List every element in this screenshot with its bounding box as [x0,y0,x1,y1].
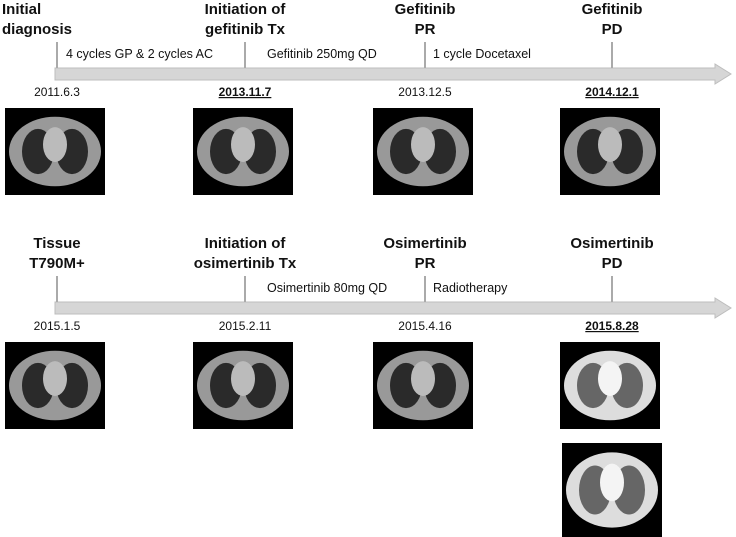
event-date: 2015.2.11 [219,319,272,333]
interval-label: Radiotherapy [433,281,508,295]
event-title: PR [415,21,436,38]
ct-scan-image [193,342,293,429]
event-title: T790M+ [29,255,85,272]
ct-scan-image [373,342,473,429]
event-date: 2015.8.28 [585,319,639,333]
event-title: Initial [2,1,41,18]
interval-label: 4 cycles GP & 2 cycles AC [66,47,213,61]
interval-label: Osimertinib 80mg QD [267,281,387,295]
ct-mediastinum [598,127,622,162]
ct-scan-image [193,108,293,195]
timeline-arrow [54,297,732,319]
event-date: 2013.12.5 [398,85,452,99]
event-date: 2011.6.3 [34,85,80,99]
event-title: Osimertinib [383,235,466,252]
ct-mediastinum [43,361,67,396]
interval-label: Gefitinib 250mg QD [267,47,377,61]
timeline-arrow [54,63,732,85]
ct-mediastinum [598,361,622,396]
event-title: Osimertinib [570,235,653,252]
ct-scan-image [560,342,660,429]
event-title: PD [602,21,623,38]
event-date: 2015.4.16 [398,319,452,333]
event-date: 2014.12.1 [585,85,639,99]
interval-label: 1 cycle Docetaxel [433,47,531,61]
event-title: Initiation of [205,235,287,252]
event-title: osimertinib Tx [194,255,297,272]
event-title: Gefitinib [582,1,643,18]
ct-mediastinum [600,463,624,502]
ct-scan-image [5,342,105,429]
event-title: Tissue [33,235,80,252]
ct-mediastinum [231,127,255,162]
ct-scan-image [373,108,473,195]
event-date: 2013.11.7 [219,85,272,99]
ct-mediastinum [411,361,435,396]
event-title: gefitinib Tx [205,21,286,38]
event-title: Gefitinib [395,1,456,18]
ct-scan-image [5,108,105,195]
ct-mediastinum [411,127,435,162]
ct-mediastinum [43,127,67,162]
ct-mediastinum [231,361,255,396]
event-title: diagnosis [2,21,72,38]
event-title: PD [602,255,623,272]
event-date: 2015.1.5 [34,319,81,333]
ct-scan-image [560,108,660,195]
ct-scan-image [562,443,662,537]
event-title: Initiation of [205,1,287,18]
event-title: PR [415,255,436,272]
